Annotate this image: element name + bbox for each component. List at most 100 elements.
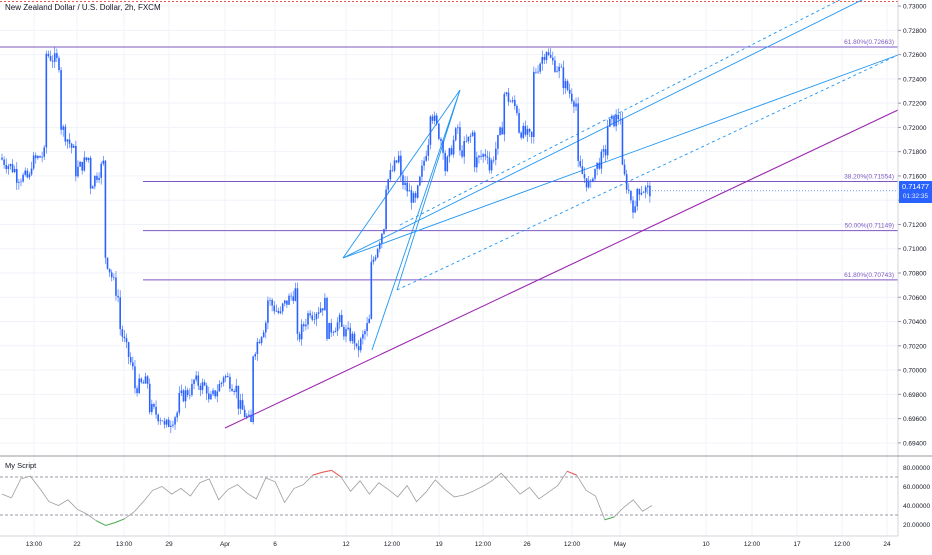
candle-body: [125, 338, 128, 343]
candle-body: [435, 115, 438, 124]
indicator-label[interactable]: My Script: [5, 461, 37, 470]
candle-body: [528, 128, 531, 132]
candle-body: [543, 57, 546, 61]
candle-body: [332, 332, 335, 333]
candle-body: [602, 149, 605, 152]
candle-body: [229, 376, 231, 389]
candle-body: [275, 310, 278, 312]
candle-body: [41, 156, 43, 158]
candle-body: [632, 200, 634, 213]
candle-body: [117, 295, 119, 298]
candle-body: [15, 168, 18, 183]
candle-body: [545, 52, 548, 61]
candle-body: [499, 127, 501, 135]
candle-body: [18, 182, 20, 183]
candle-body: [562, 67, 565, 89]
candle-body: [507, 92, 510, 102]
candle-body: [210, 394, 212, 400]
candle-body: [431, 116, 434, 121]
candle-body: [638, 188, 641, 195]
candle-body: [231, 388, 233, 391]
price-tick-label: 0.71800: [903, 149, 927, 156]
candle-body: [340, 314, 343, 327]
candle-body: [362, 334, 364, 339]
candle-body: [64, 126, 67, 142]
candle-body: [596, 162, 598, 169]
candle-body: [623, 164, 626, 175]
oscillator-extreme-segment: [114, 518, 125, 524]
candle-body: [309, 313, 311, 316]
candle-body: [22, 174, 24, 182]
candle-body: [248, 414, 250, 416]
time-tick-label: 29: [165, 541, 173, 548]
candle-body: [503, 94, 506, 135]
candle-body: [243, 409, 246, 418]
time-tick-label: 12:00: [564, 541, 581, 548]
candle-body: [62, 126, 65, 130]
time-tick-label: May: [614, 541, 627, 548]
candle-body: [1, 157, 3, 160]
time-tick-label: 10: [702, 541, 710, 548]
candle-body: [47, 53, 50, 57]
candle-body: [552, 57, 554, 61]
candle-body: [465, 141, 468, 142]
oscillator-extreme-segment: [322, 469, 332, 473]
candle-body: [178, 393, 181, 413]
candle-body: [446, 156, 449, 172]
candle-body: [324, 297, 326, 311]
candle-body: [186, 390, 189, 395]
candle-body: [579, 160, 582, 167]
candle-body: [374, 257, 377, 260]
candle-body: [273, 305, 276, 312]
candle-body: [473, 132, 476, 168]
candle-body: [189, 394, 191, 396]
candle-body: [170, 425, 172, 427]
candle-body: [53, 53, 56, 62]
price-tick-label: 0.70200: [903, 343, 927, 350]
candle-body: [262, 332, 265, 338]
channel-dashed-upper: [399, 0, 841, 226]
candle-body: [233, 390, 235, 393]
candle-body: [302, 324, 305, 327]
fib-level-label: 61.80%(0.70743): [844, 272, 894, 279]
candle-body: [102, 160, 105, 164]
candle-body: [142, 382, 145, 384]
candle-body: [110, 272, 113, 278]
candle-body: [277, 310, 280, 313]
candle-body: [159, 420, 162, 422]
candle-body: [239, 400, 242, 409]
candle-body: [469, 135, 472, 137]
candle-body: [492, 159, 495, 161]
candle-body: [571, 93, 573, 102]
candle-body: [476, 157, 478, 168]
symbol-legend[interactable]: New Zealand Dollar / U.S. Dollar, 2h, FX…: [5, 3, 161, 12]
channel-dashed-lower: [396, 54, 899, 291]
candle-body: [336, 322, 339, 331]
candle-body: [300, 324, 303, 340]
candle-body: [121, 329, 124, 337]
candle-body: [467, 136, 470, 142]
candle-body: [338, 314, 341, 323]
candle-body: [161, 420, 164, 422]
candle-body: [87, 157, 90, 161]
time-tick-label: 12:00: [744, 541, 761, 548]
candle-body: [511, 100, 514, 102]
candle-body: [627, 189, 630, 191]
candle-body: [286, 300, 288, 305]
candle-body: [471, 132, 474, 136]
candle-body: [461, 150, 463, 157]
candle-body: [636, 188, 639, 207]
candle-body: [490, 160, 493, 171]
candle-body: [267, 300, 269, 323]
candle-body: [174, 417, 176, 425]
candle-body: [406, 182, 408, 192]
candle-body: [294, 288, 297, 301]
candle-body: [414, 193, 417, 198]
candle-body: [383, 229, 385, 234]
candle-body: [250, 414, 252, 423]
candle-body: [153, 403, 155, 407]
time-tick-label: 6: [273, 541, 277, 548]
